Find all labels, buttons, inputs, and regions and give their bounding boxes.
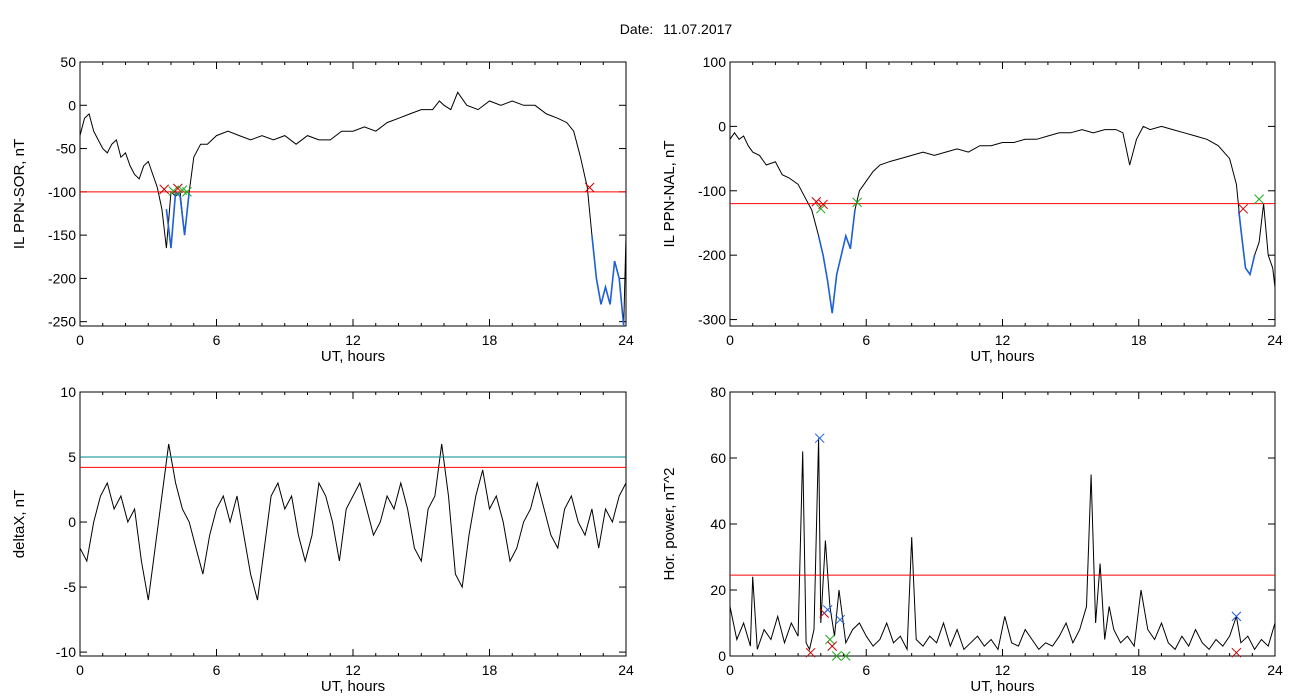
- plot-frame: [729, 391, 1276, 657]
- y-tick-label: 10: [60, 384, 76, 400]
- x-tick-label: 0: [726, 662, 734, 678]
- y-axis-title: Hor. power, nT^2: [661, 468, 678, 581]
- x-tick-label: 0: [76, 332, 84, 348]
- y-tick-label: 5: [68, 449, 76, 465]
- data-line: [730, 125, 1275, 314]
- marker-x: [827, 641, 838, 651]
- x-axis-title: UT, hours: [321, 678, 385, 695]
- marker-x: [818, 199, 828, 210]
- marker-x: [825, 634, 835, 645]
- x-tick-label: 24: [618, 662, 634, 678]
- marker-x: [835, 614, 845, 625]
- marker-x: [1238, 203, 1249, 214]
- x-tick-label: 18: [1131, 662, 1147, 678]
- panel-deltax: 0 6 12 18 24 10 5 0 -5 -10 UT, hours deltaX, nT: [11, 384, 634, 695]
- x-tick-label: 12: [345, 662, 361, 678]
- x-tick-label: 6: [213, 332, 221, 348]
- marker-x: [584, 182, 595, 193]
- x-tick-label: 6: [862, 662, 870, 678]
- x-axis-title: UT, hours: [321, 348, 385, 365]
- y-axis-title: IL PPN-SOR, nT: [11, 139, 28, 249]
- x-tick-label: 18: [1131, 332, 1147, 348]
- data-line: [730, 438, 1275, 652]
- y-tick-label: 40: [710, 516, 726, 532]
- marker-x: [815, 203, 826, 214]
- x-tick-label: 0: [76, 662, 84, 678]
- x-axis-title: UT, hours: [970, 348, 1034, 365]
- y-tick-label: -5: [64, 579, 77, 595]
- y-tick-label: 50: [60, 54, 76, 70]
- plot-frame: [79, 391, 627, 657]
- y-tick-label: -100: [48, 184, 76, 200]
- x-tick-label: 24: [1267, 332, 1283, 348]
- x-tick-label: 12: [995, 662, 1011, 678]
- plot-frame: [79, 61, 627, 327]
- marker-x: [1254, 194, 1264, 205]
- marker-x: [1231, 611, 1242, 622]
- y-tick-label: 0: [68, 97, 76, 113]
- chart-title: Date: 11.07.2017: [620, 21, 733, 37]
- x-tick-label: 24: [618, 332, 634, 348]
- marker-x: [159, 184, 170, 195]
- marker-x: [852, 197, 863, 208]
- x-tick-label: 12: [995, 332, 1011, 348]
- y-tick-label: -150: [48, 227, 76, 243]
- y-tick-label: -250: [48, 314, 76, 330]
- highlight-segment: [817, 210, 856, 314]
- x-tick-label: 12: [345, 332, 361, 348]
- y-tick-label: -100: [698, 183, 726, 199]
- marker-x: [831, 651, 842, 661]
- marker-x: [182, 186, 192, 197]
- y-tick-label: 100: [703, 54, 727, 70]
- y-tick-label: 80: [710, 384, 726, 400]
- data-line: [80, 91, 626, 326]
- x-tick-label: 24: [1267, 662, 1283, 678]
- date-value: 11.07.2017: [663, 21, 732, 37]
- y-tick-label: -50: [56, 141, 76, 157]
- y-axis-title: IL PPN-NAL, nT: [661, 141, 678, 248]
- y-tick-label: -200: [698, 247, 726, 263]
- y-tick-label: 0: [718, 118, 726, 134]
- plot-frame: [729, 61, 1276, 327]
- x-tick-label: 18: [482, 332, 498, 348]
- marker-x: [814, 433, 825, 444]
- plot-area: [730, 438, 1275, 652]
- y-tick-label: 0: [718, 648, 726, 664]
- marker-x: [811, 196, 822, 207]
- y-tick-label: -300: [698, 312, 726, 328]
- marker-x: [1231, 647, 1242, 658]
- x-tick-label: 6: [213, 662, 221, 678]
- x-axis-title: UT, hours: [970, 678, 1034, 695]
- marker-x: [840, 651, 851, 661]
- date-label: Date:: [620, 21, 653, 37]
- y-tick-label: 20: [710, 582, 726, 598]
- y-axis-title: deltaX, nT: [11, 490, 28, 558]
- y-tick-label: -200: [48, 270, 76, 286]
- highlight-segment: [591, 235, 625, 326]
- plot-area: [80, 443, 626, 601]
- marker-x: [822, 604, 833, 615]
- x-tick-label: 0: [726, 332, 734, 348]
- x-tick-label: 6: [862, 332, 870, 348]
- marker-x: [805, 647, 816, 658]
- highlight-segment: [1237, 210, 1256, 277]
- marker-x: [168, 186, 179, 196]
- y-tick-label: 60: [710, 450, 726, 466]
- y-tick-label: -10: [56, 644, 76, 660]
- x-tick-label: 18: [482, 662, 498, 678]
- panel-hor-power: 0 6 12 18 24 80 60 40 20 0 UT, hours Hor. power, nT…: [661, 384, 1283, 695]
- plot-area: [730, 125, 1275, 314]
- plot-area: [80, 91, 626, 326]
- panel-il-ppn-sor: 0 6 12 18 24 50 0 -50 -100 -150 -200 -250 UT, hours I…: [11, 54, 634, 365]
- y-tick-label: 0: [68, 514, 76, 530]
- panel-il-ppn-nal: 0 6 12 18 24 100 0 -100 -200 -300 UT, hours IL PPN-…: [661, 54, 1283, 365]
